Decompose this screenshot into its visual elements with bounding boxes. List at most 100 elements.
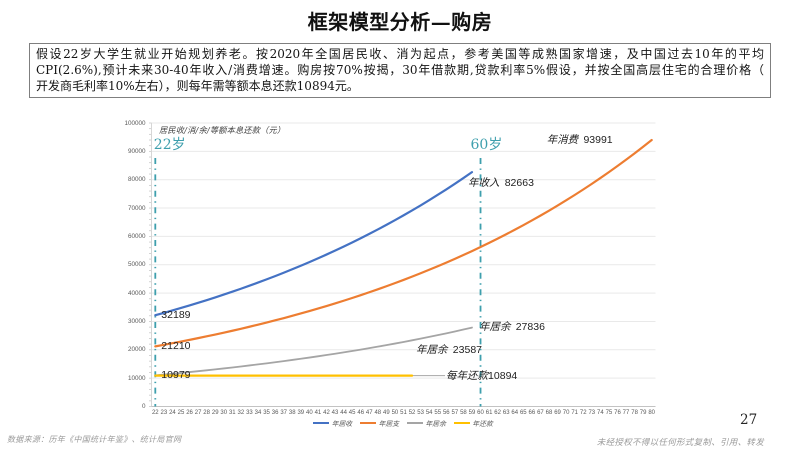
annotation-label: 每年还款 [446,369,489,382]
x-tick-label: 55 [434,409,442,416]
x-tick-label: 52 [408,409,416,416]
x-tick-label: 36 [271,409,279,416]
x-tick-label: 47 [365,409,373,416]
assumption-text-line-2: CPI(2.6%),预计未来30-40年收入/消费增速。购房按70%按揭，30年… [36,63,764,78]
x-tick-label: 69 [554,409,561,416]
annotation-label: 年收入 [467,177,505,190]
y-tick-label: 20000 [127,346,146,354]
annotation-value: 82663 [504,177,534,190]
y-tick-label: 60000 [127,232,146,240]
x-tick-label: 51 [400,409,407,416]
x-tick-label: 40 [306,409,313,416]
line-chart: 居民收/消/余/等额本息还款（元） 22岁 60岁 0 10000 20000 300… [0,108,800,430]
annotation-value: 32189 [161,309,191,322]
annotation-label: 年居余 [416,344,453,357]
y-tick-label: 0 [141,403,146,410]
x-tick-label: 45 [348,409,356,416]
annotation-value: 27836 [515,321,545,334]
series-line-年居支 [154,138,653,348]
series-line-年居余 [154,326,473,377]
x-tick-label: 35 [263,409,270,416]
annotation-value: 93991 [583,133,613,146]
x-tick-label: 26 [186,409,193,416]
x-tick-label: 22 [151,409,159,416]
x-tick-label: 57 [451,409,459,416]
x-tick-label: 79 [639,409,647,416]
x-tick-label: 34 [254,409,262,416]
legend-item-年居收: 年居收 [313,418,352,428]
slide-title: 框架模型分析—购房 [307,10,493,34]
legend-item-年居余: 年居余 [407,418,446,428]
legend-item-年居支: 年居支 [360,418,399,428]
annotation-income-end: 年收入 82663 [468,177,534,189]
x-tick-label: 74 [597,409,604,416]
legend-label: 年居收 [331,420,353,428]
x-tick-label: 39 [297,409,305,416]
annotation-value: 10894 [488,369,518,382]
x-tick-label: 66 [528,409,536,416]
chart-legend: 年居收 年居支 年居余 年还款 [0,418,800,428]
y-tick-label: 10000 [127,374,146,382]
x-tick-label: 29 [211,409,219,416]
chart-canvas [149,122,656,407]
x-tick-label: 76 [614,409,621,416]
annotation-value: 23587 [452,344,482,357]
x-tick-label: 65 [519,409,527,416]
legend-swatch [360,422,377,424]
legend-label: 年居余 [425,420,446,428]
x-tick-label: 43 [331,409,339,416]
x-tick-label: 44 [340,409,347,416]
assumption-text-line-3: 开发商毛利率10%左右），则每年需等额本息还款10894元。 [36,79,359,94]
x-tick-label: 28 [203,409,210,416]
annotation-residual-start: 10979 [161,369,190,381]
x-tick-label: 75 [605,409,613,416]
x-tick-label: 49 [383,409,390,416]
x-tick-label: 37 [280,409,288,416]
x-tick-label: 72 [579,409,587,416]
x-tick-label: 59 [468,409,476,416]
assumption-text-line-1: 假设22岁大学生就业开始规划养老。按2020年全国居民收、消为起点，参考美国等成… [36,47,764,61]
y-axis-title: 居民收/消/余/等额本息还款（元） [159,124,286,135]
x-tick-label: 25 [177,409,185,416]
x-tick-label: 80 [648,409,656,416]
x-tick-label: 33 [246,409,253,416]
marker-label-age-22: 22岁 [153,137,186,153]
annotation-residual-mid: 年居余 23587 [416,344,482,356]
y-tick-label: 50000 [127,261,146,269]
x-tick-label: 54 [425,409,433,416]
y-tick-label: 90000 [127,147,146,155]
x-tick-label: 56 [442,409,450,416]
x-tick-label: 50 [391,409,399,416]
annotation-income-start: 32189 [161,309,190,321]
annotation-residual-end: 年居余 27836 [479,321,545,333]
x-tick-label: 68 [545,409,553,416]
annotation-value: 21210 [161,340,191,353]
annotation-consumption-end: 年消费 93991 [547,134,613,146]
legend-item-年还款: 年还款 [453,418,493,428]
x-tick-label: 63 [502,409,510,416]
y-tick-label: 30000 [127,317,146,325]
x-tick-label: 73 [588,409,596,416]
x-tick-label: 53 [417,409,424,416]
footer-source: 数据来源：历年《中国统计年鉴》、统计局官网 [7,435,182,444]
annotation-repayment: 每年还款10894 [446,370,517,382]
assumption-box: 假设22岁大学生就业开始规划养老。按2020年全国居民收、消为起点，参考美国等成… [29,43,771,98]
x-tick-label: 42 [323,409,330,416]
page-number: 27 [740,412,758,428]
marker-label-age-60: 60岁 [470,137,503,153]
x-tick-label: 24 [169,409,176,416]
x-tick-label: 71 [571,409,579,416]
x-tick-label: 77 [622,409,630,416]
x-tick-label: 41 [314,409,322,416]
legend-swatch [453,422,470,424]
y-tick-label: 80000 [127,176,146,184]
y-tick-label: 40000 [127,289,146,297]
y-tick-label: 100000 [124,119,146,127]
legend-label: 年居支 [378,420,399,428]
x-tick-label: 62 [494,409,501,416]
x-tick-label: 61 [485,409,493,416]
annotation-label: 年消费 [546,133,584,146]
legend-label: 年还款 [472,420,493,428]
y-tick-label: 70000 [127,204,146,212]
